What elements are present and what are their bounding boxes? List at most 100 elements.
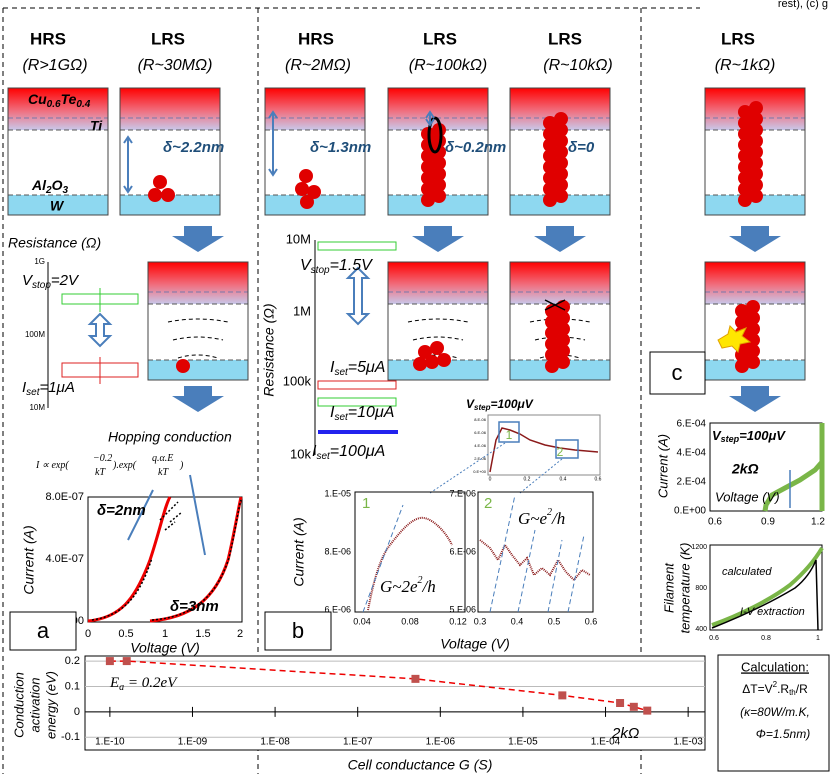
top-electrode xyxy=(148,262,248,304)
data-point xyxy=(558,691,567,700)
zone-label: 2 xyxy=(557,445,564,459)
cu-cluster xyxy=(421,160,435,174)
field-line xyxy=(539,354,581,359)
axis-title: Voltage (V) xyxy=(130,640,200,656)
process-arrow xyxy=(534,226,586,252)
cu-cluster xyxy=(554,112,568,126)
x-tick-label: 1.E-06 xyxy=(426,737,456,748)
cu-cluster xyxy=(749,178,763,192)
label-part: =100μV xyxy=(490,397,533,411)
label-part: ΔT=V xyxy=(742,682,772,696)
data-point xyxy=(411,674,420,683)
label-part: I xyxy=(330,359,335,376)
cu-cluster xyxy=(554,167,568,181)
gap-arrow xyxy=(268,110,278,177)
calculation-line: (κ=80W/m.K, xyxy=(740,705,810,719)
x-tick-label: 1.E-09 xyxy=(178,737,208,748)
label-part: kT xyxy=(95,467,106,478)
panel-label-box xyxy=(649,351,706,395)
device-outline xyxy=(119,87,221,216)
label-part: set xyxy=(334,412,349,423)
tick-label: 0.04 xyxy=(353,616,371,626)
cu-cluster xyxy=(432,167,446,181)
panel-label: c xyxy=(672,360,683,385)
cu-cluster xyxy=(749,145,763,159)
cu-cluster xyxy=(746,344,760,358)
cu-cluster xyxy=(554,178,568,192)
caption-fragment: rest), (c) g xyxy=(778,0,828,10)
x-tick-label: 1.E-05 xyxy=(508,737,538,748)
label-part: V xyxy=(466,397,475,411)
label-part: I xyxy=(312,443,317,460)
fit-curve xyxy=(149,496,243,623)
tick-label: 6.E-06 xyxy=(474,430,487,435)
label-part: =10μA xyxy=(348,404,395,421)
bottom-electrode xyxy=(705,360,805,380)
cu-cluster xyxy=(749,156,763,170)
annotation: G~e2/h xyxy=(518,507,565,528)
label-part: Te xyxy=(61,91,77,107)
tick-label: 400 xyxy=(695,626,707,633)
tick-label: 0.6 xyxy=(595,476,602,482)
panel-label-box xyxy=(9,611,77,651)
gap-label: δ~2.2nm xyxy=(163,139,224,156)
state-resistance: (R~2MΩ) xyxy=(285,57,351,74)
cu-cluster xyxy=(545,359,559,373)
cu-cluster xyxy=(153,175,167,189)
plot-frame xyxy=(354,491,466,613)
tick-label: 1.2 xyxy=(811,517,825,528)
label-part: =1.5V xyxy=(330,257,374,274)
cu-cluster xyxy=(556,322,570,336)
box xyxy=(317,241,397,251)
curve-label: I-V extraction xyxy=(740,606,805,618)
bottom-electrode xyxy=(8,195,108,215)
data-point xyxy=(616,699,625,707)
state-name: HRS xyxy=(30,29,66,48)
break-mark xyxy=(544,299,566,311)
device-outline xyxy=(147,261,249,381)
connector xyxy=(519,458,563,494)
top-electrode xyxy=(510,262,610,304)
tick-label: 0.9 xyxy=(761,517,775,528)
label-part: .R xyxy=(777,682,789,696)
x-tick-label: 1.E-07 xyxy=(343,737,373,748)
tick-label: 6.E-06 xyxy=(324,604,351,614)
cu-cluster xyxy=(738,105,752,119)
tick-label: 1 xyxy=(816,635,820,642)
cu-cluster xyxy=(749,134,763,148)
state-name: LRS xyxy=(423,29,457,48)
cu-cluster xyxy=(554,189,568,203)
cu-cluster xyxy=(425,355,439,369)
panel-label-box xyxy=(264,611,332,651)
label-part: 3 xyxy=(62,185,68,196)
cu-cluster xyxy=(746,311,760,325)
label-part: E xyxy=(109,675,119,691)
label-part: set xyxy=(334,367,349,378)
cu-cluster xyxy=(300,195,314,209)
tick-label: 1.5 xyxy=(195,628,210,640)
cu-cluster xyxy=(432,123,446,137)
connector xyxy=(429,442,506,494)
label-part: step xyxy=(721,434,740,444)
zoom-number: 2 xyxy=(484,495,492,512)
top-electrode xyxy=(120,88,220,130)
cu-cluster xyxy=(148,188,162,202)
tick-label: 8.E-06 xyxy=(474,417,487,422)
tick-label: 5.E-06 xyxy=(449,604,476,614)
tick-label: 0.4 xyxy=(560,476,567,482)
field-line xyxy=(407,318,469,323)
tick-label: 100k xyxy=(283,373,312,388)
cu-cluster xyxy=(295,182,309,196)
plot-frame xyxy=(84,655,706,751)
annotation: Iset=10μA xyxy=(330,404,394,422)
top-electrode xyxy=(8,88,108,130)
label-part: 2 xyxy=(418,575,423,586)
label-part: G~2e xyxy=(380,577,418,596)
process-arrow xyxy=(729,226,781,252)
cu-cluster xyxy=(749,189,763,203)
process-arrow xyxy=(412,226,464,252)
field-line xyxy=(177,354,219,359)
annotation: 2kΩ xyxy=(731,461,759,477)
